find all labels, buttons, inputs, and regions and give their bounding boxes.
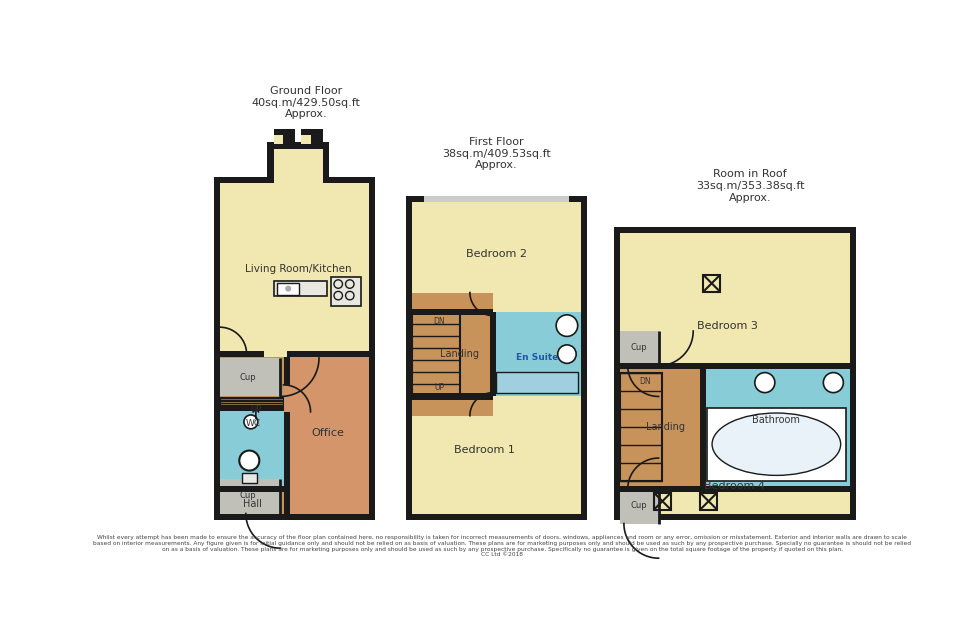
Bar <box>273 135 283 144</box>
Bar <box>700 365 707 489</box>
Text: Bedroom 3: Bedroom 3 <box>697 320 758 331</box>
Bar <box>286 354 369 513</box>
Circle shape <box>755 372 775 393</box>
Bar <box>220 479 280 513</box>
Text: UP: UP <box>250 405 262 414</box>
Bar <box>273 281 327 296</box>
Bar <box>620 489 659 524</box>
Bar <box>620 363 851 369</box>
Bar <box>423 196 569 203</box>
Bar <box>220 486 286 492</box>
Bar <box>490 312 496 397</box>
Bar <box>700 493 717 510</box>
Bar <box>620 486 851 492</box>
Text: Cup: Cup <box>239 491 256 500</box>
Bar <box>220 408 286 489</box>
Bar <box>301 128 322 144</box>
Text: Landing: Landing <box>440 349 479 359</box>
Bar <box>620 373 662 481</box>
Text: Cup: Cup <box>631 344 648 353</box>
Text: Landing: Landing <box>646 422 685 432</box>
Bar <box>283 385 290 412</box>
Text: Bedroom 2: Bedroom 2 <box>466 249 526 259</box>
Text: First Floor
38sq.m/409.53sq.ft
Approx.: First Floor 38sq.m/409.53sq.ft Approx. <box>442 137 551 170</box>
Text: Living Room/Kitchen: Living Room/Kitchen <box>245 265 352 274</box>
Bar <box>301 135 311 144</box>
Bar <box>613 227 857 520</box>
Circle shape <box>244 415 258 429</box>
Bar <box>413 394 493 399</box>
Bar <box>413 292 493 312</box>
Bar <box>273 149 322 183</box>
Bar <box>413 312 493 397</box>
Bar <box>413 312 460 397</box>
Bar <box>268 142 329 183</box>
Bar <box>242 474 257 483</box>
Bar <box>331 277 361 306</box>
Bar <box>220 398 284 406</box>
Text: Ground Floor
40sq.m/429.50sq.ft
Approx.: Ground Floor 40sq.m/429.50sq.ft Approx. <box>252 86 361 119</box>
Bar <box>220 358 280 397</box>
Text: Office: Office <box>311 428 344 438</box>
Text: Bathroom: Bathroom <box>753 415 801 424</box>
Bar <box>496 372 578 394</box>
Circle shape <box>557 315 578 337</box>
Bar <box>704 365 851 489</box>
Bar <box>264 351 286 357</box>
Text: UP: UP <box>434 383 444 392</box>
Bar <box>620 365 704 489</box>
Bar <box>413 309 493 315</box>
Bar <box>273 128 295 144</box>
Bar <box>220 183 369 513</box>
Circle shape <box>823 372 844 393</box>
Circle shape <box>286 287 290 291</box>
Bar <box>654 493 671 510</box>
Bar <box>413 397 493 416</box>
Text: Whilst every attempt has been made to ensure the accuracy of the floor plan cont: Whilst every attempt has been made to en… <box>93 535 911 558</box>
Text: Hall: Hall <box>243 499 263 509</box>
Bar <box>214 177 375 520</box>
Bar <box>220 351 369 357</box>
Text: DN: DN <box>433 317 445 326</box>
Text: Room in Roof
33sq.m/353.38sq.ft
Approx.: Room in Roof 33sq.m/353.38sq.ft Approx. <box>696 169 805 203</box>
Circle shape <box>239 451 260 470</box>
Text: Cup: Cup <box>631 501 648 510</box>
Bar <box>220 354 286 513</box>
Bar <box>413 203 581 513</box>
Bar <box>283 354 290 513</box>
Bar <box>708 408 847 481</box>
Text: DN: DN <box>639 376 651 386</box>
Text: Bedroom 1: Bedroom 1 <box>454 445 514 455</box>
Bar <box>493 312 581 397</box>
Text: En Suite: En Suite <box>515 353 558 362</box>
Bar <box>220 405 286 411</box>
Bar <box>620 331 659 365</box>
Ellipse shape <box>712 413 841 476</box>
Circle shape <box>558 345 576 363</box>
Bar <box>277 283 299 295</box>
Text: Cup: Cup <box>239 372 256 382</box>
Text: WC: WC <box>245 419 261 428</box>
Text: Bedroom 4: Bedroom 4 <box>705 481 765 491</box>
Bar <box>406 196 587 520</box>
Bar <box>286 354 369 513</box>
Bar <box>704 275 720 292</box>
Bar <box>620 233 851 513</box>
